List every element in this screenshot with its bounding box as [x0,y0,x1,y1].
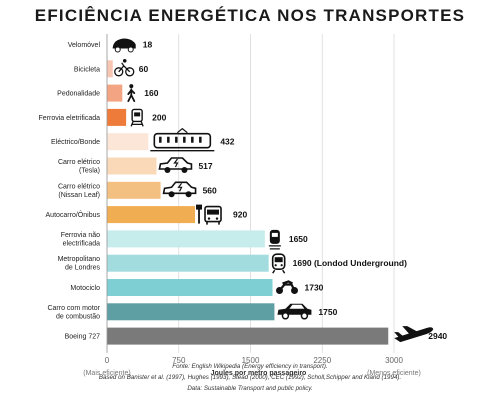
category-label: Carro com motor [47,305,100,312]
tram-front-icon [130,108,144,127]
metro-icon [271,253,286,274]
bar [107,303,275,321]
bar [107,230,265,248]
category-label: Velomóvel [68,42,101,49]
data-label: 60 [139,64,149,74]
data-label: 200 [152,112,166,122]
x-axis-right-note: (Menos eficiente) [367,370,421,377]
motorcycle-icon [276,280,299,294]
category-label: Carro elétrico [58,183,100,190]
bar [107,84,123,102]
bar [107,279,273,296]
category-label: de Londres [65,265,101,272]
category-label: de combustão [56,313,100,320]
x-axis-left-note: (Mais eficiente) [83,370,130,377]
chart-title: EFICIÊNCIA ENERGÉTICA NOS TRANSPORTES [34,6,466,25]
bar [107,206,196,224]
x-tick-label: 750 [172,356,186,365]
bar [107,60,113,78]
pedestrian-icon [127,84,136,102]
electric-car-icon [158,157,193,173]
bar [107,133,149,151]
data-label: 1690 (Londod Underground) [293,258,407,268]
category-label: Autocarro/Ônibus [46,210,101,219]
x-tick-label: 3000 [385,356,403,365]
data-label: 920 [233,210,247,220]
bar [107,254,269,272]
data-label: 560 [203,185,217,195]
category-label: Eléctrico/Bonde [51,139,100,146]
category-label: Motociclo [70,285,100,292]
x-tick-label: 0 [105,356,110,365]
category-label: Ferrovia não [61,232,100,239]
data-label: 1650 [289,234,308,244]
data-label: 2940 [428,331,447,341]
data-label: 1730 [305,283,324,293]
data-label: 517 [198,161,212,171]
bar [107,36,109,53]
bar [107,327,389,345]
car-icon [277,303,312,320]
bicycle-icon [114,59,135,77]
footnote-data: Data: Sustainable Transport and public p… [187,385,313,392]
tram-icon [150,127,215,152]
category-label: Ferrovia eletrificada [39,115,101,122]
footnote-source: Fonte: English Wikipedia (Energy efficie… [172,363,328,370]
electric-car-icon [162,181,197,198]
bar [107,157,157,175]
category-label: electrificada [63,240,100,247]
data-label: 1750 [318,307,337,317]
data-label: 18 [143,40,153,50]
x-tick-label: 1500 [242,356,260,365]
train-icon [268,229,281,250]
category-label: Carro elétrico [58,159,100,166]
category-label: Pedonalidade [57,91,100,98]
footnote-references: Based on Banister et al. (1997), Hughes … [98,374,402,381]
bar [107,181,161,199]
category-label: (Tesla) [79,168,100,175]
velomobile-icon [112,38,136,53]
category-label: Boeing 727 [65,334,101,341]
data-label: 160 [144,88,158,98]
category-label: (Nissan Leaf) [58,192,100,199]
x-axis-title: Joules por metro passageiro [211,370,307,377]
airplane-icon [394,326,434,343]
category-label: Bicicleta [74,66,100,73]
category-label: Metropolitano [58,256,101,263]
data-label: 432 [220,137,234,147]
bus-stop-icon [196,204,222,225]
bar [107,108,127,126]
x-tick-label: 2250 [313,356,331,365]
